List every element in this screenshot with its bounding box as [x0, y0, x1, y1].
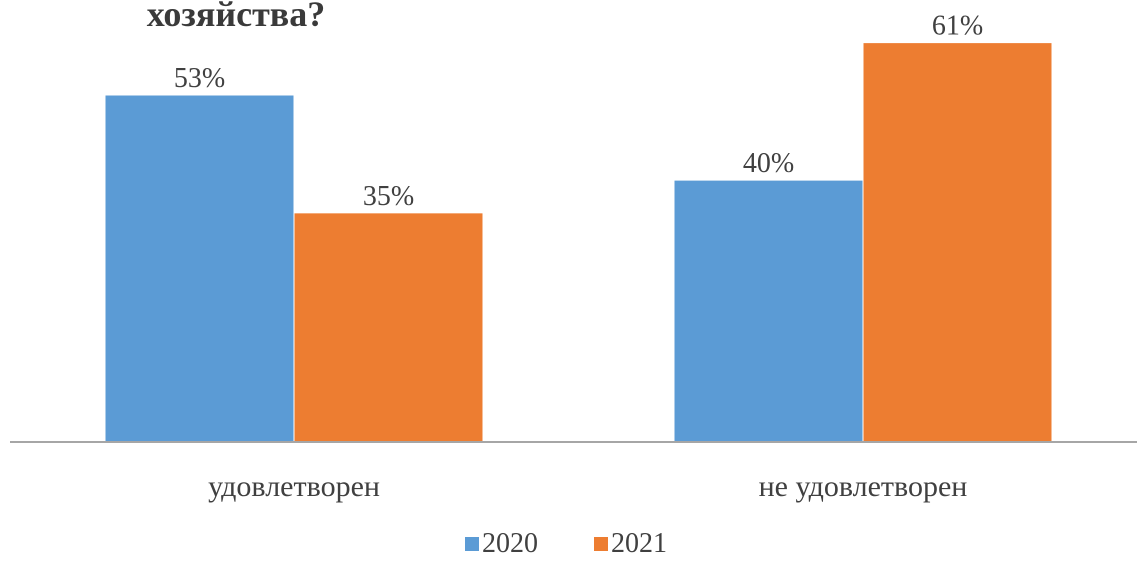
legend: 2020 2021 [465, 528, 667, 559]
bar-2021-not-satisfied [862, 42, 1053, 443]
category-label-not-satisfied: не удовлетворен [759, 470, 968, 503]
legend-swatch-2020 [465, 537, 479, 551]
bar-2020-satisfied [104, 94, 295, 443]
category-label-satisfied: удовлетворен [208, 470, 380, 503]
data-label-2020-satisfied: 53% [174, 63, 225, 94]
data-label-2021-satisfied: 35% [363, 181, 414, 212]
bar-2020-not-satisfied [673, 179, 864, 443]
legend-swatch-2021 [594, 537, 608, 551]
data-labels-layer: 53% 35% 40% 61% [174, 11, 983, 212]
chart-title: хозяйства? [147, 0, 325, 34]
bar-2021-satisfied [293, 212, 484, 443]
legend-label-2020: 2020 [482, 528, 538, 559]
data-label-2021-not-satisfied: 61% [932, 11, 983, 42]
legend-label-2021: 2021 [611, 528, 667, 559]
bars-layer [104, 42, 1053, 443]
category-labels-layer: удовлетворен не удовлетворен [208, 470, 967, 503]
data-label-2020-not-satisfied: 40% [743, 148, 794, 179]
